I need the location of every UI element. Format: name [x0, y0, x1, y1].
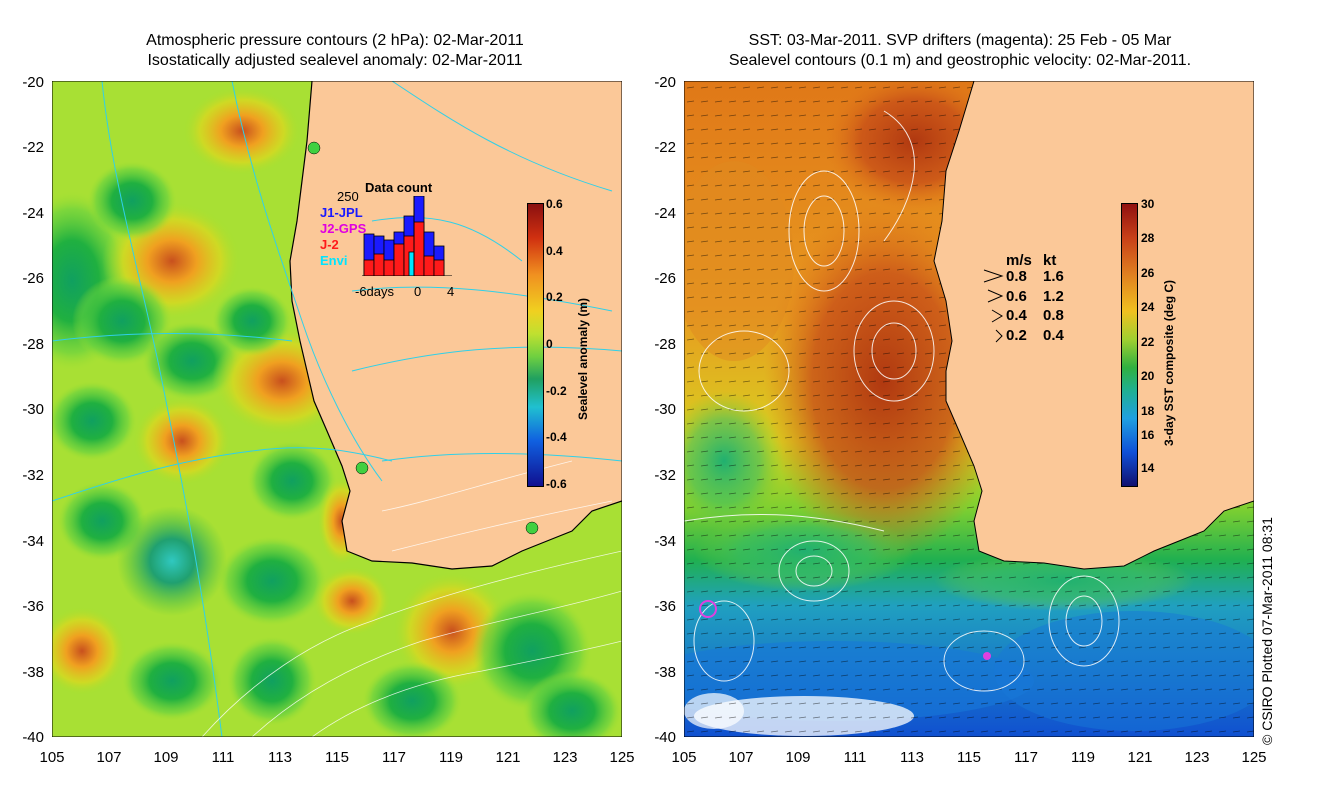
y-tick: -38 — [654, 664, 676, 681]
inset-title: Data count — [365, 180, 433, 195]
y-tick: -30 — [654, 401, 676, 418]
y-tick: -24 — [22, 205, 44, 222]
x-tick: 107 — [96, 749, 122, 766]
y-tick: -36 — [22, 598, 44, 615]
pressure-contours — [52, 81, 622, 737]
x-tick: 119 — [439, 749, 463, 766]
y-tick: -40 — [22, 729, 44, 746]
x-tick: 115 — [957, 749, 981, 766]
colorbar-tick: 22 — [1141, 335, 1155, 349]
x-tick: 119 — [1071, 749, 1095, 766]
x-tick: 105 — [39, 749, 65, 766]
y-tick: -22 — [22, 139, 44, 156]
station-marker — [525, 521, 539, 535]
speed-kt: 0.8 — [1043, 307, 1064, 324]
colorbar-tick: 26 — [1141, 266, 1155, 280]
y-tick: -20 — [22, 74, 44, 91]
y-tick: -34 — [22, 533, 44, 550]
x-tick: 109 — [785, 749, 811, 766]
sealevel-contours — [684, 110, 1120, 692]
colorbar-tick: 28 — [1141, 231, 1155, 245]
colorbar-tick: 0 — [546, 337, 553, 351]
speed-kt: 1.2 — [1043, 288, 1064, 305]
speed-arrows — [983, 269, 1004, 343]
right-map — [684, 81, 1254, 737]
legend-j-2: J-2 — [320, 237, 339, 252]
left-title-line1: Atmospheric pressure contours (2 hPa): 0… — [146, 32, 524, 49]
colorbar-tick: 20 — [1141, 369, 1155, 383]
y-tick: -40 — [654, 729, 676, 746]
x-tick: 123 — [1184, 749, 1210, 766]
speed-ms: 0.4 — [1006, 307, 1027, 324]
legend-j1-jpl: J1-JPL — [320, 205, 363, 220]
speed-ms: 0.6 — [1006, 288, 1027, 305]
x-tick: 113 — [268, 749, 292, 766]
drifter-track — [699, 600, 717, 618]
y-tick: -34 — [654, 533, 676, 550]
left-title-line2: Isostatically adjusted sealevel anomaly:… — [147, 52, 523, 69]
colorbar-tick: 16 — [1141, 428, 1155, 442]
colorbar-tick: 0.6 — [546, 197, 563, 211]
colorbar-label: Sealevel anomaly (m) — [576, 297, 590, 420]
inset-x-right: 4 — [447, 284, 455, 299]
sealevel-anomaly-field — [52, 86, 622, 737]
y-tick: -20 — [654, 74, 676, 91]
x-tick: 111 — [211, 749, 235, 766]
australia-landmass — [934, 81, 1254, 569]
x-tick: 117 — [382, 749, 406, 766]
speed-ms: 0.2 — [1006, 327, 1027, 344]
x-tick: 117 — [1014, 749, 1038, 766]
right-title-line1: SST: 03-Mar-2011. SVP drifters (magenta)… — [748, 32, 1172, 49]
right-title-line2: Sealevel contours (0.1 m) and geostrophi… — [728, 52, 1192, 69]
inset-x-left: -6days — [355, 284, 395, 299]
speed-header-ms: m/s — [1006, 252, 1032, 269]
colorbar-tick: 24 — [1141, 300, 1155, 314]
y-tick: -32 — [654, 467, 676, 484]
legend-j2-gps: J2-GPS — [320, 221, 367, 236]
drifter-track — [983, 652, 991, 660]
y-tick: -32 — [22, 467, 44, 484]
x-tick: 125 — [609, 749, 635, 766]
y-tick: -38 — [22, 664, 44, 681]
y-tick: -28 — [22, 336, 44, 353]
speed-header-kt: kt — [1043, 252, 1057, 269]
station-marker — [355, 461, 369, 475]
y-tick: -30 — [22, 401, 44, 418]
x-tick: 113 — [900, 749, 924, 766]
x-tick: 121 — [1127, 749, 1153, 766]
plot-credit: © CSIRO Plotted 07-Mar-2011 08:31 — [1259, 517, 1275, 745]
legend-envi: Envi — [320, 253, 348, 268]
y-tick: -26 — [22, 270, 44, 287]
colorbar-tick: -0.6 — [546, 477, 567, 491]
colorbar-tick: -0.4 — [546, 430, 567, 444]
colorbar-tick: 0.2 — [546, 290, 563, 304]
x-tick: 115 — [325, 749, 349, 766]
station-marker — [307, 141, 321, 155]
colorbar-tick: 0.4 — [546, 244, 563, 258]
colorbar-tick: -0.2 — [546, 384, 567, 398]
colorbar-tick: 30 — [1141, 197, 1155, 211]
data-count-histogram — [362, 196, 452, 276]
speed-ms: 0.8 — [1006, 268, 1027, 285]
x-tick: 123 — [552, 749, 578, 766]
x-tick: 121 — [495, 749, 521, 766]
y-tick: -36 — [654, 598, 676, 615]
speed-kt: 1.6 — [1043, 268, 1064, 285]
y-tick: -22 — [654, 139, 676, 156]
y-tick: -26 — [654, 270, 676, 287]
x-tick: 109 — [153, 749, 179, 766]
colorbar-tick: 14 — [1141, 461, 1155, 475]
inset-max-label: 250 — [337, 189, 359, 204]
x-tick: 111 — [843, 749, 867, 766]
x-tick: 107 — [728, 749, 754, 766]
y-tick: -28 — [654, 336, 676, 353]
inset-x-mid: 0 — [414, 284, 422, 299]
speed-kt: 0.4 — [1043, 327, 1064, 344]
colorbar-tick: 18 — [1141, 404, 1155, 418]
colorbar-label: 3-day SST composite (deg C) — [1162, 279, 1176, 446]
y-tick: -24 — [654, 205, 676, 222]
x-tick: 105 — [671, 749, 697, 766]
x-tick: 125 — [1241, 749, 1267, 766]
left-map — [52, 81, 622, 737]
